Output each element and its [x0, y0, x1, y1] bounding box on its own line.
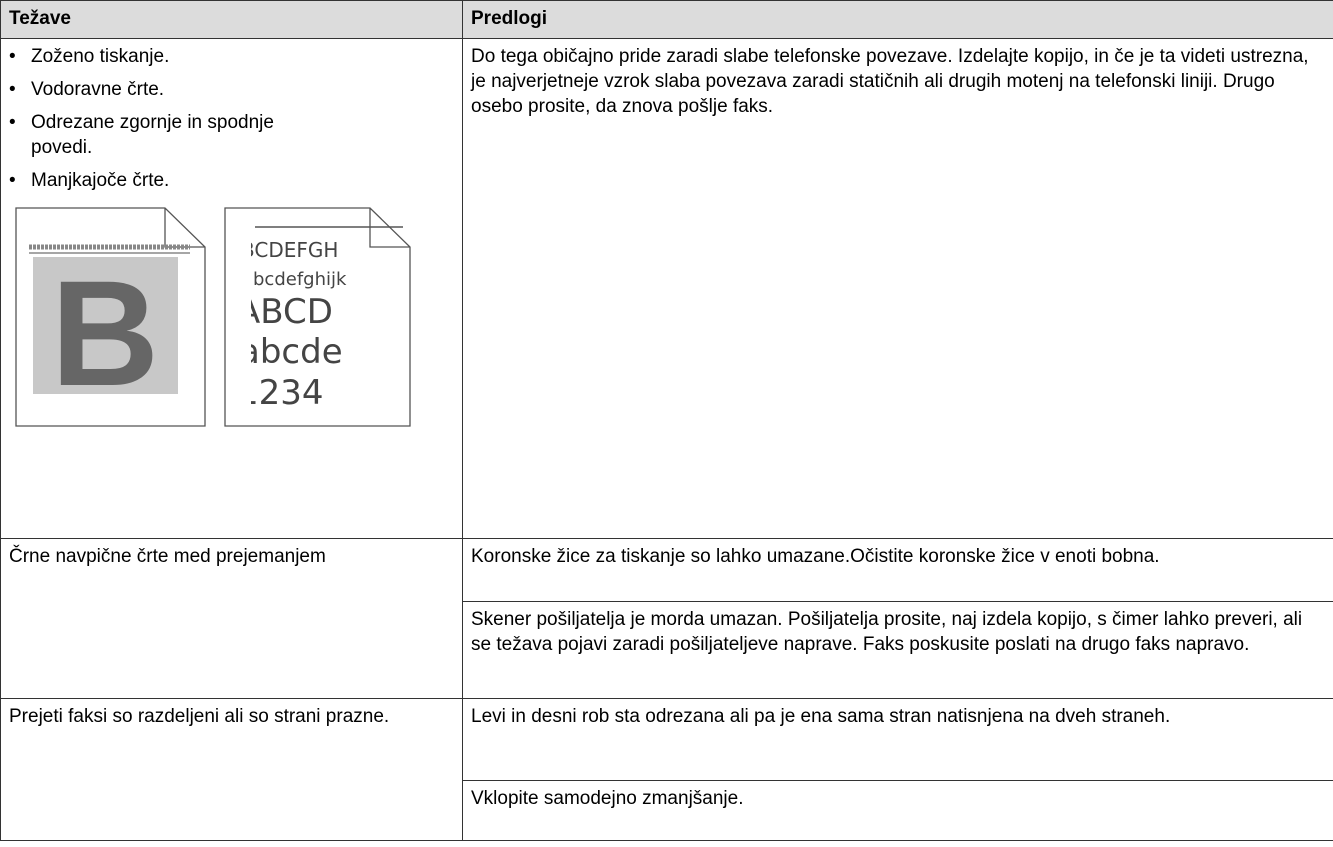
suggestion-cell: Skener pošiljatelja je morda umazan. Poš…: [462, 601, 1333, 699]
header-cell: Težave: [0, 0, 463, 39]
suggestion: Do tega običajno pride zaradi slabe tele…: [471, 46, 1309, 117]
sample-text: bcdefghijk: [253, 269, 347, 290]
bullet: Vodoravne črte.: [9, 77, 454, 102]
problem: Črne navpične črte med prejemanjem: [9, 546, 326, 567]
bullet: Zoženo tiskanje.: [9, 44, 454, 69]
sample-text: 1234: [237, 373, 324, 413]
sample-text: BCDEFGH: [241, 238, 338, 262]
problem-cell: Zoženo tiskanje. Vodoravne črte. Odrezan…: [0, 38, 463, 539]
suggestion-cell: Koronske žice za tiskanje so lahko umaza…: [462, 538, 1333, 602]
suggestion-cell: Vklopite samodejno zmanjšanje.: [462, 780, 1333, 841]
suggestion-cell: Do tega običajno pride zaradi slabe tele…: [462, 38, 1333, 539]
suggestion: Levi in desni rob sta odrezana ali pa je…: [471, 706, 1171, 727]
problem-cell: Prejeti faksi so razdeljeni ali so stran…: [0, 698, 463, 841]
big-letter: B: [51, 249, 159, 417]
header-cell: Predlogi: [462, 0, 1333, 39]
problem: Prejeti faksi so razdeljeni ali so stran…: [9, 706, 390, 727]
page-icon: [224, 207, 411, 427]
problem-cell: Črne navpične črte med prejemanjem: [0, 538, 463, 699]
suggestion: Skener pošiljatelja je morda umazan. Poš…: [471, 609, 1303, 655]
bullet: Manjkajoče črte.: [9, 168, 454, 193]
suggestion: Koronske žice za tiskanje so lahko umaza…: [471, 546, 1160, 567]
suggestion-cell: Levi in desni rob sta odrezana ali pa je…: [462, 698, 1333, 781]
bullet-list: Zoženo tiskanje. Vodoravne črte. Odrezan…: [9, 44, 454, 193]
sample-text: abcde: [239, 332, 343, 372]
sample-text: ABCD: [237, 292, 333, 332]
bullet: Odrezane zgornje in spodnje povedi.: [9, 110, 331, 160]
gray-block: [33, 257, 178, 394]
suggestion: Vklopite samodejno zmanjšanje.: [471, 788, 744, 809]
illustration: B BCDEFGH bcdefghijk ABCD abcde 1234: [15, 207, 411, 427]
